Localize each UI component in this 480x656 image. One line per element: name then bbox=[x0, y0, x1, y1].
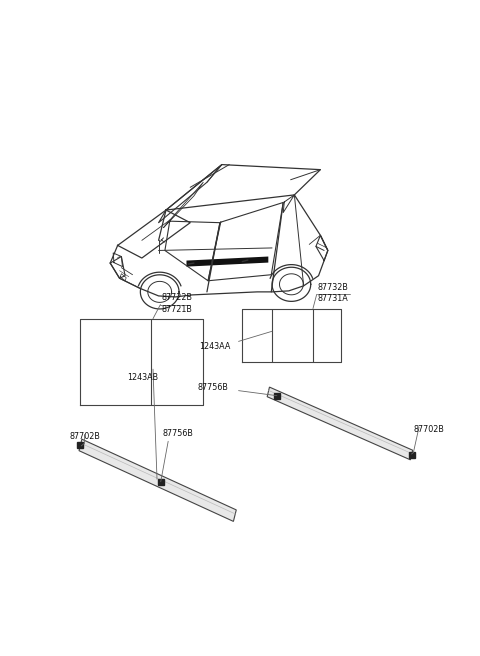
Polygon shape bbox=[186, 256, 268, 266]
Text: 87756B: 87756B bbox=[198, 382, 228, 392]
Text: 87756B: 87756B bbox=[163, 429, 193, 438]
Polygon shape bbox=[79, 439, 236, 522]
Text: 87731A: 87731A bbox=[317, 295, 348, 304]
Text: 87721B: 87721B bbox=[161, 304, 192, 314]
Text: 87722B: 87722B bbox=[161, 293, 192, 302]
Text: 87732B: 87732B bbox=[317, 283, 348, 293]
Text: 1243AA: 1243AA bbox=[200, 342, 231, 352]
Polygon shape bbox=[267, 387, 413, 460]
Text: 1243AB: 1243AB bbox=[127, 373, 158, 382]
Text: 87702B: 87702B bbox=[413, 424, 444, 434]
Text: 87702B: 87702B bbox=[69, 432, 100, 441]
